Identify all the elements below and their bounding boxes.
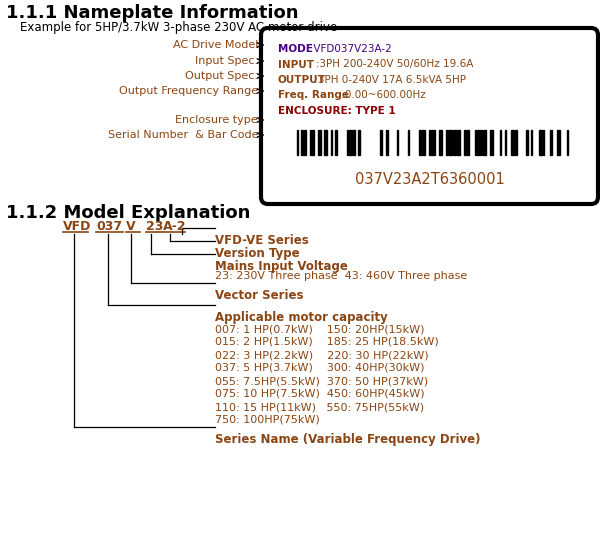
Text: :3PH 0-240V 17A 6.5kVA 5HP: :3PH 0-240V 17A 6.5kVA 5HP [311, 75, 466, 85]
Bar [490, 130, 493, 155]
Bar [449, 130, 452, 155]
Text: Series Name (Variable Frequency Drive): Series Name (Variable Frequency Drive) [215, 433, 481, 446]
Text: 23: 230V Three phase  43: 460V Three phase: 23: 230V Three phase 43: 460V Three phas… [215, 271, 467, 281]
Bar [500, 130, 501, 155]
Text: 037V23A2T6360001: 037V23A2T6360001 [355, 172, 505, 187]
Text: :VFD037V23A-2: :VFD037V23A-2 [300, 44, 392, 54]
Text: INPUT: INPUT [278, 60, 314, 70]
Bar [475, 130, 476, 155]
Bar [397, 130, 398, 155]
Text: Output Frequency Range: Output Frequency Range [119, 86, 258, 96]
Text: Input Spec.: Input Spec. [195, 56, 258, 66]
Text: :0.00~600.00Hz: :0.00~600.00Hz [338, 91, 426, 100]
Bar [419, 130, 421, 155]
Text: 1.1.1 Nameplate Information: 1.1.1 Nameplate Information [6, 4, 299, 22]
Text: ENCLOSURE: TYPE 1: ENCLOSURE: TYPE 1 [278, 106, 395, 116]
Bar [429, 130, 430, 155]
Text: 075: 10 HP(7.5kW)  450: 60HP(45kW): 075: 10 HP(7.5kW) 450: 60HP(45kW) [215, 389, 425, 399]
Bar [480, 130, 481, 155]
Text: A-2: A-2 [163, 220, 187, 233]
Text: 007: 1 HP(0.7kW)    150: 20HP(15kW): 007: 1 HP(0.7kW) 150: 20HP(15kW) [215, 324, 425, 334]
Text: 015: 2 HP(1.5kW)    185: 25 HP(18.5kW): 015: 2 HP(1.5kW) 185: 25 HP(18.5kW) [215, 337, 439, 347]
Bar [515, 130, 517, 155]
Bar [347, 130, 348, 155]
Bar [408, 130, 409, 155]
Bar [297, 130, 298, 155]
Bar [567, 130, 568, 155]
Text: 022: 3 HP(2.2kW)    220: 30 HP(22kW): 022: 3 HP(2.2kW) 220: 30 HP(22kW) [215, 350, 428, 360]
Text: Example for 5HP/3.7kW 3-phase 230V AC motor drive: Example for 5HP/3.7kW 3-phase 230V AC mo… [20, 21, 337, 34]
Text: OUTPUT: OUTPUT [278, 75, 326, 85]
Bar [550, 130, 552, 155]
Bar [482, 130, 483, 155]
Text: AC Drive Model: AC Drive Model [173, 40, 258, 50]
Bar [484, 130, 486, 155]
Bar [453, 130, 456, 155]
Text: 037: 5 HP(3.7kW)    300: 40HP(30kW): 037: 5 HP(3.7kW) 300: 40HP(30kW) [215, 363, 425, 373]
Bar [464, 130, 465, 155]
Bar [439, 130, 442, 155]
Text: Output Spec.: Output Spec. [185, 71, 258, 81]
Bar [531, 130, 532, 155]
Bar [543, 130, 544, 155]
Text: Vector Series: Vector Series [215, 289, 304, 302]
Bar [431, 130, 433, 155]
Bar [539, 130, 542, 155]
FancyBboxPatch shape [261, 28, 598, 204]
Text: VFD-VE Series: VFD-VE Series [215, 234, 309, 247]
Text: 1.1.2 Model Explanation: 1.1.2 Model Explanation [6, 204, 250, 222]
Text: 23: 23 [146, 220, 163, 233]
Text: Mains Input Voltage: Mains Input Voltage [215, 260, 348, 273]
Text: Serial Number  & Bar Code: Serial Number & Bar Code [107, 130, 258, 140]
Bar [511, 130, 514, 155]
Bar [312, 130, 314, 155]
Text: Version Type: Version Type [215, 247, 299, 260]
Bar [324, 130, 327, 155]
Text: 055: 7.5HP(5.5kW)  370: 50 HP(37kW): 055: 7.5HP(5.5kW) 370: 50 HP(37kW) [215, 376, 428, 386]
Text: 037: 037 [96, 220, 122, 233]
Bar [310, 130, 311, 155]
Bar [331, 130, 332, 155]
Bar [434, 130, 435, 155]
Text: Freq. Range: Freq. Range [278, 91, 349, 100]
Bar [349, 130, 352, 155]
Bar [526, 130, 528, 155]
Bar [380, 130, 382, 155]
Text: V: V [126, 220, 136, 233]
Bar [457, 130, 460, 155]
Bar [304, 130, 306, 155]
Bar [335, 130, 337, 155]
Bar [422, 130, 425, 155]
Bar [477, 130, 479, 155]
Bar [505, 130, 506, 155]
Text: Applicable motor capacity: Applicable motor capacity [215, 311, 388, 324]
Bar [318, 130, 321, 155]
Bar [466, 130, 469, 155]
Text: VFD: VFD [63, 220, 91, 233]
Bar [557, 130, 560, 155]
Bar [386, 130, 388, 155]
Bar [358, 130, 360, 155]
Text: :3PH 200-240V 50/60Hz 19.6A: :3PH 200-240V 50/60Hz 19.6A [305, 60, 473, 70]
Bar [446, 130, 448, 155]
Bar [353, 130, 355, 155]
Text: 110: 15 HP(11kW)   550: 75HP(55kW): 110: 15 HP(11kW) 550: 75HP(55kW) [215, 402, 424, 412]
Text: 750: 100HP(75kW): 750: 100HP(75kW) [215, 415, 320, 425]
Bar [301, 130, 303, 155]
Text: MODE: MODE [278, 44, 313, 54]
Text: Enclosure type: Enclosure type [175, 115, 258, 125]
